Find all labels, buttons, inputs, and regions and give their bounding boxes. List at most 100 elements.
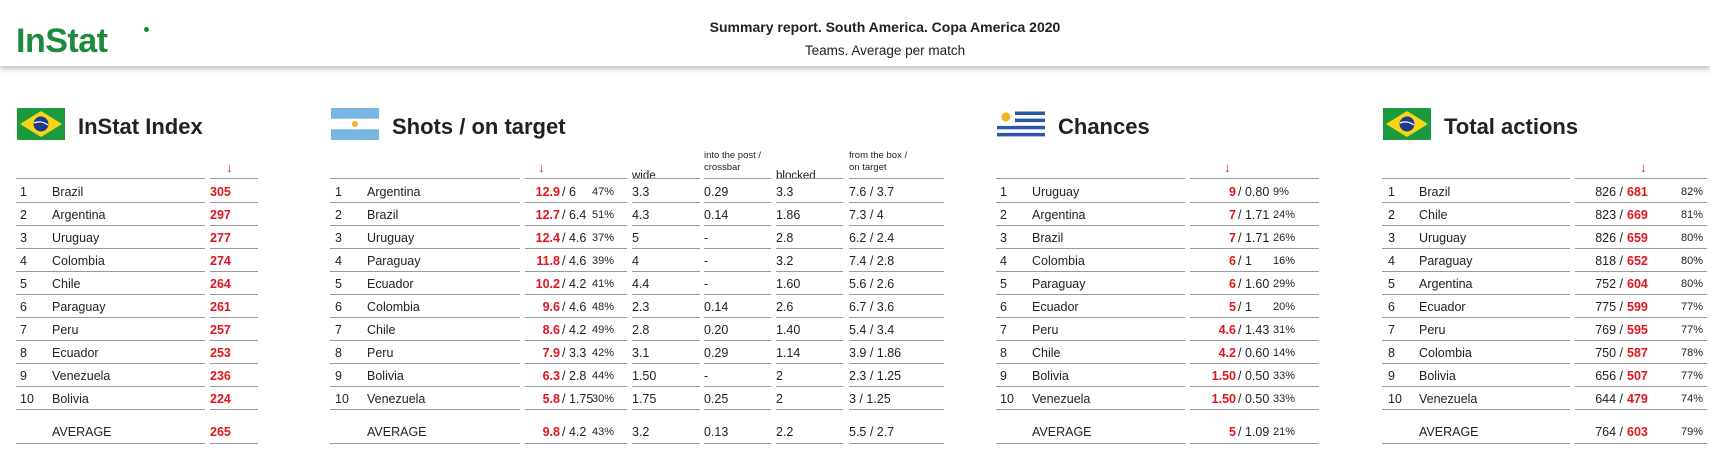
table-cell: / 4.6 bbox=[562, 231, 587, 245]
table-cell: 604 bbox=[1627, 277, 1648, 291]
table-cell: / 6.4 bbox=[562, 208, 587, 222]
table-cell: 0.14 bbox=[704, 208, 729, 222]
row-rule bbox=[1575, 317, 1707, 318]
row-rule bbox=[1382, 386, 1570, 387]
report-subtitle: Teams. Average per match bbox=[804, 43, 966, 58]
table-cell: 7.3 / 4 bbox=[849, 208, 884, 222]
row-rule bbox=[16, 386, 205, 387]
row-rule bbox=[16, 178, 205, 179]
table-cell: 752 / bbox=[1595, 277, 1623, 291]
row-rule bbox=[330, 178, 520, 179]
table-cell: 257 bbox=[210, 323, 231, 337]
table-cell: 4 bbox=[1000, 254, 1007, 268]
row-rule bbox=[1190, 409, 1319, 410]
table-cell: 10.2 bbox=[535, 277, 560, 291]
row-rule bbox=[210, 409, 258, 410]
row-rule bbox=[330, 386, 520, 387]
table-cell: 9 bbox=[20, 369, 27, 383]
table-cell: 37% bbox=[592, 232, 615, 244]
table-cell: 2 bbox=[776, 369, 783, 383]
table-cell: 2 bbox=[1000, 208, 1007, 222]
row-rule bbox=[996, 294, 1185, 295]
row-rule bbox=[525, 294, 627, 295]
table-cell: Uruguay bbox=[1032, 185, 1080, 199]
row-rule bbox=[16, 294, 205, 295]
row-rule bbox=[1575, 363, 1707, 364]
row-rule bbox=[525, 271, 627, 272]
table-cell: 5 bbox=[20, 277, 27, 291]
table-cell: 4 bbox=[632, 254, 639, 268]
row-rule bbox=[16, 202, 205, 203]
row-rule bbox=[1190, 363, 1319, 364]
row-rule bbox=[1190, 202, 1319, 203]
table-cell: 1.40 bbox=[776, 323, 801, 337]
average-cell: 79% bbox=[1681, 426, 1704, 438]
row-rule bbox=[1190, 386, 1319, 387]
sort-arrow: ↓ bbox=[538, 160, 545, 175]
table-cell: 769 / bbox=[1595, 323, 1623, 337]
table-cell: 818 / bbox=[1595, 254, 1623, 268]
table-cell: 1 bbox=[1388, 185, 1395, 199]
table-cell: 9% bbox=[1273, 186, 1289, 198]
row-rule bbox=[996, 386, 1185, 387]
table-cell: 77% bbox=[1681, 301, 1704, 313]
row-rule bbox=[996, 271, 1185, 272]
row-rule bbox=[996, 202, 1185, 203]
average-cell: 5.5 / 2.7 bbox=[849, 425, 895, 439]
row-rule bbox=[1382, 294, 1570, 295]
table-cell: / 6 bbox=[562, 185, 576, 199]
row-rule bbox=[210, 386, 258, 387]
table-cell: 2.3 / 1.25 bbox=[849, 369, 902, 383]
row-rule bbox=[1575, 202, 1707, 203]
table-cell: 4 bbox=[20, 254, 27, 268]
table-cell: / 4.2 bbox=[562, 323, 587, 337]
logo: InStat bbox=[16, 22, 108, 60]
table-cell: 2.3 bbox=[632, 300, 650, 314]
row-rule bbox=[776, 271, 843, 272]
row-rule bbox=[632, 178, 700, 179]
table-cell: Venezuela bbox=[1032, 392, 1091, 406]
row-rule bbox=[849, 178, 944, 179]
table-cell: Venezuela bbox=[1419, 392, 1478, 406]
table-cell: 6 bbox=[1229, 254, 1236, 268]
average-cell: AVERAGE bbox=[52, 425, 112, 439]
table-cell: 5 bbox=[335, 277, 342, 291]
row-rule bbox=[1190, 340, 1319, 341]
row-rule bbox=[776, 386, 843, 387]
row-rule bbox=[1382, 271, 1570, 272]
table-cell: / 1 bbox=[1238, 254, 1252, 268]
row-rule bbox=[525, 363, 627, 364]
table-cell: 5 bbox=[1229, 300, 1236, 314]
table-cell: Argentina bbox=[52, 208, 106, 222]
table-cell: 507 bbox=[1627, 369, 1648, 383]
table-cell: 0.14 bbox=[704, 300, 729, 314]
row-rule bbox=[1575, 294, 1707, 295]
table-cell: 1 bbox=[1000, 185, 1007, 199]
table-cell: 1.86 bbox=[776, 208, 801, 222]
table-cell: 6 bbox=[335, 300, 342, 314]
column-header: from the box / on target bbox=[849, 150, 908, 173]
row-rule bbox=[776, 178, 843, 179]
average-cell: 21% bbox=[1273, 426, 1296, 438]
row-rule bbox=[1382, 443, 1570, 444]
table-cell: 5.8 bbox=[542, 392, 560, 406]
average-cell: 265 bbox=[210, 425, 231, 439]
average-cell: 2.2 bbox=[776, 425, 794, 439]
row-rule bbox=[1190, 271, 1319, 272]
row-rule bbox=[525, 340, 627, 341]
row-rule bbox=[210, 202, 258, 203]
row-rule bbox=[704, 294, 771, 295]
row-rule bbox=[849, 225, 944, 226]
table-cell: 4.2 bbox=[1218, 346, 1236, 360]
row-rule bbox=[1575, 443, 1707, 444]
row-rule bbox=[1190, 294, 1319, 295]
table-cell: 41% bbox=[592, 278, 615, 290]
table-cell: Colombia bbox=[1032, 254, 1085, 268]
table-cell: Argentina bbox=[367, 185, 421, 199]
table-cell: 14% bbox=[1273, 347, 1296, 359]
table-cell: 7.4 / 2.8 bbox=[849, 254, 895, 268]
table-cell: 681 bbox=[1627, 185, 1648, 199]
row-rule bbox=[704, 340, 771, 341]
table-cell: 49% bbox=[592, 324, 615, 336]
row-rule bbox=[525, 202, 627, 203]
